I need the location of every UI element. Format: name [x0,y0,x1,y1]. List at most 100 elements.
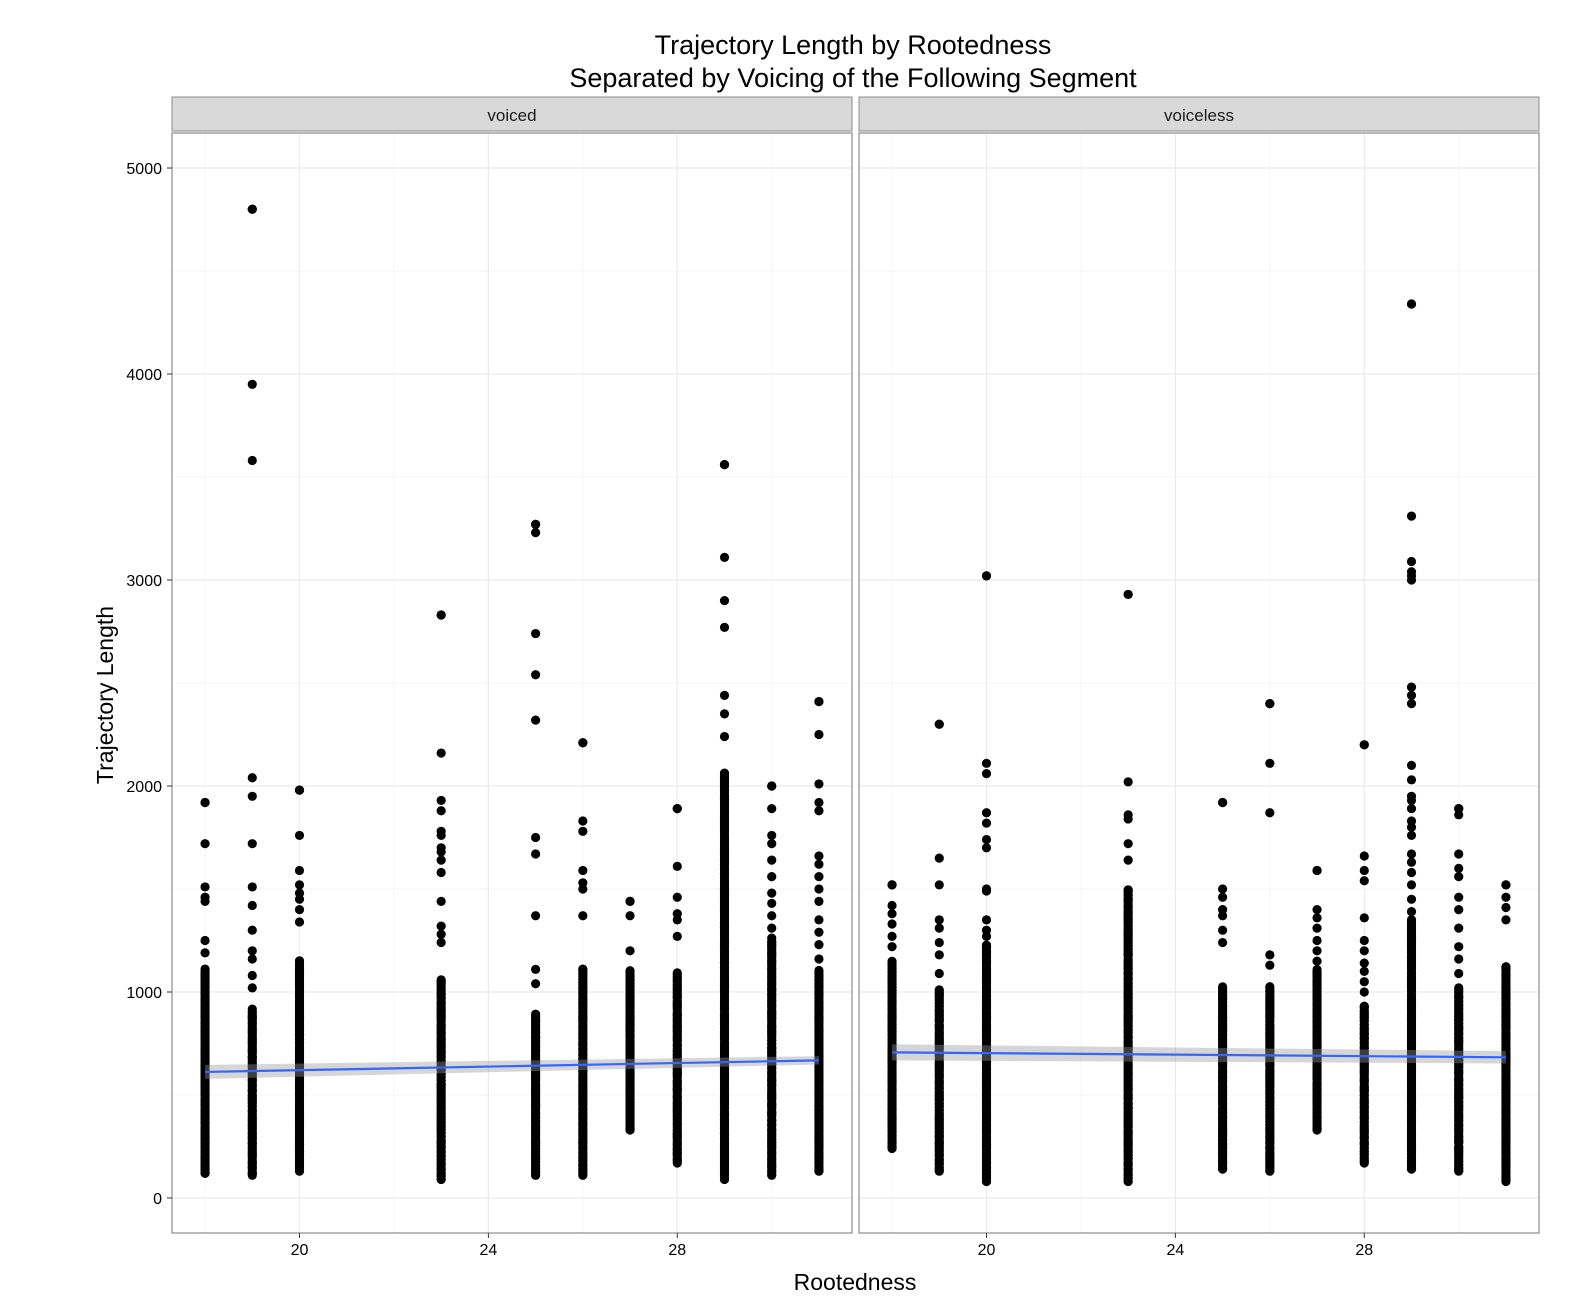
y-tick-label: 2000 [126,779,162,796]
data-point [247,791,257,801]
data-point [1218,925,1228,935]
data-point [672,915,682,925]
data-point [1501,880,1511,890]
data-point [719,690,730,700]
data-point [981,571,992,581]
data-point [1218,911,1228,921]
data-point [247,455,257,466]
data-point [436,929,446,939]
data-point [767,830,777,841]
data-point [578,884,588,894]
data-point [1265,950,1275,960]
data-point [1454,968,1464,979]
data-point [814,851,824,861]
panel-border [171,132,853,1234]
data-point [436,975,446,985]
y-axis-title: Trajectory Length [92,606,118,784]
data-points [200,204,824,1185]
data-point [719,731,730,742]
data-point [1359,958,1369,968]
data-point [1406,690,1417,700]
data-point [1454,804,1464,814]
data-point [1265,758,1275,768]
data-point [672,931,682,941]
data-point [625,911,635,921]
data-point [200,964,210,974]
data-point [1312,935,1322,946]
data-point [1359,935,1369,946]
data-point [436,847,446,857]
data-point [814,896,824,906]
data-point [981,940,992,950]
data-point [531,979,541,989]
data-point [1218,937,1228,948]
data-point [1123,589,1133,600]
chart-title: Trajectory Length by Rootedness [655,30,1052,60]
data-point [1218,884,1228,894]
data-point [1406,556,1417,567]
data-point [887,880,897,890]
data-point [531,911,541,921]
data-point [1359,740,1369,750]
data-point [625,896,635,906]
panel-border [858,132,1540,1234]
data-point [814,797,824,808]
data-point [1406,915,1417,925]
data-point [934,719,944,729]
data-point [578,816,588,826]
data-point [1312,956,1322,966]
data-point [719,709,730,719]
data-point [767,898,777,909]
data-point [814,927,824,937]
data-point [625,946,635,956]
data-point [1454,904,1464,915]
data-point [436,610,446,620]
data-point [436,795,446,806]
data-point [719,768,730,778]
data-point [1454,923,1464,933]
data-point [1123,839,1133,849]
data-point [1406,795,1417,806]
data-point [1406,804,1417,814]
data-point [200,935,210,946]
data-point [887,942,897,952]
data-point [1454,983,1464,993]
data-point [247,954,257,964]
data-point [625,966,635,976]
data-point [981,886,992,896]
data-point [1265,808,1275,818]
data-point [200,882,210,892]
data-point [200,839,210,849]
data-point [981,931,992,941]
data-point [247,925,257,935]
strip-label-voiceless: voiceless [1164,106,1234,125]
data-point [578,826,588,836]
data-point [1312,964,1322,975]
data-point [981,808,992,818]
strip-label-voiced: voiced [487,106,536,125]
data-point [1265,960,1275,970]
facet-strip [171,96,853,132]
data-point [294,785,305,795]
data-point [1501,902,1511,913]
data-point [294,956,305,966]
y-tick-label: 4000 [126,367,162,384]
data-point [934,937,944,948]
data-point [1123,777,1133,787]
data-point [814,872,824,882]
data-point [1218,892,1228,902]
data-point [436,937,446,948]
data-point [1359,966,1369,976]
data-point [1454,892,1464,902]
data-point [767,839,777,849]
data-point [1359,977,1369,987]
data-point [719,460,730,470]
data-point [247,1004,257,1014]
data-point [247,379,257,389]
confidence-ribbon [205,1056,819,1079]
data-point [934,985,944,995]
data-point [1501,892,1511,902]
data-point [1265,982,1275,992]
data-point [578,865,588,876]
